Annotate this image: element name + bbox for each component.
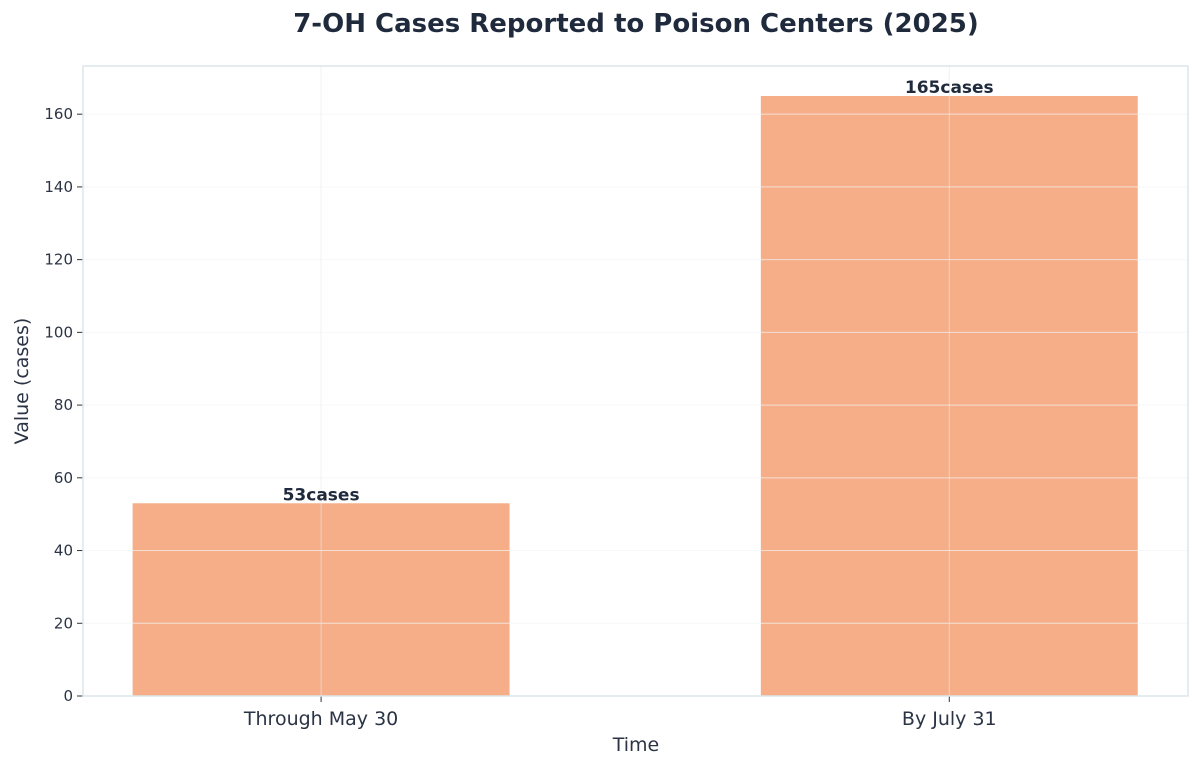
chart-title: 7-OH Cases Reported to Poison Centers (2… — [293, 9, 979, 39]
data-label: 165cases — [905, 78, 994, 98]
y-axis-label: Value (cases) — [11, 318, 33, 445]
plot-area: 0 20 40 60 80 100 120 140 160 Through May 30 53cas… — [44, 65, 1189, 730]
y-tick-label: 140 — [44, 178, 73, 196]
x-tick-label: Through May 30 — [243, 708, 398, 730]
y-tick-label: 100 — [44, 323, 73, 341]
x-tick-label: By July 31 — [902, 708, 997, 730]
y-tick-label: 80 — [54, 396, 73, 414]
y-tick-label: 160 — [44, 105, 73, 123]
plot-frame — [82, 65, 1189, 697]
y-tick-label: 120 — [44, 251, 73, 269]
data-label: 53cases — [283, 485, 360, 505]
y-tick-label: 20 — [54, 614, 73, 632]
y-tick-label: 40 — [54, 542, 73, 560]
y-tick-label: 60 — [54, 469, 73, 487]
y-tick-label: 0 — [63, 687, 73, 705]
x-axis-label: Time — [612, 734, 660, 756]
